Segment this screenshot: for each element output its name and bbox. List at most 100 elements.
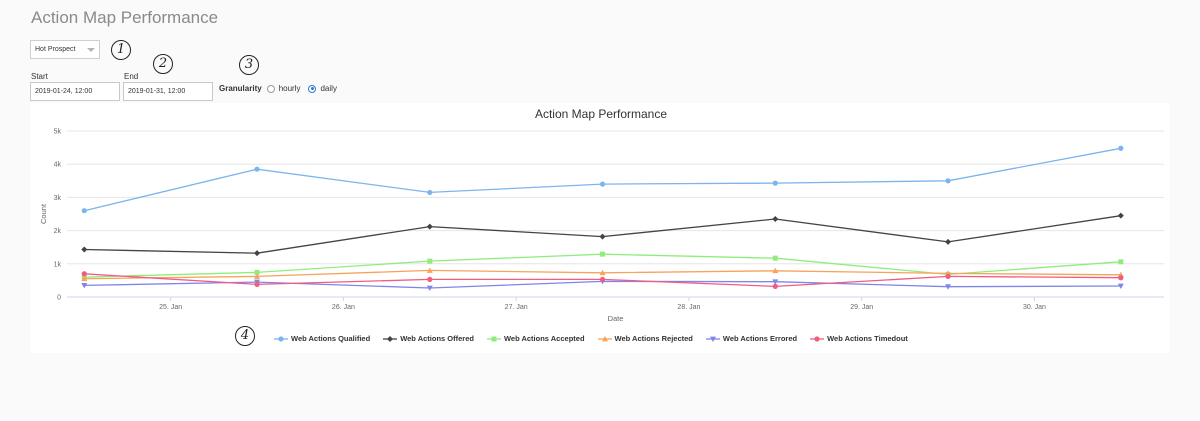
hourly-radio-label[interactable]: hourly <box>278 84 301 93</box>
chart-legend: Web Actions Qualified Web Actions Offered… <box>274 334 921 343</box>
data-point <box>1117 283 1124 290</box>
legend-marker <box>601 335 608 341</box>
page-title: Action Map Performance <box>31 8 219 27</box>
data-point <box>426 285 433 292</box>
x-tick-label: 25. Jan <box>159 304 182 311</box>
start-label: Start <box>31 72 48 81</box>
granularity-label: Granularity <box>219 84 262 93</box>
legend-label: Web Actions Accepted <box>503 334 585 343</box>
data-point <box>599 233 606 240</box>
annotation-marker-4: 4 <box>235 326 255 346</box>
data-point <box>772 215 779 222</box>
legend-label: Web Actions Qualified <box>291 334 371 343</box>
data-point <box>254 269 260 275</box>
legend-symbol <box>383 335 398 342</box>
series-web-actions-accepted <box>81 251 1124 280</box>
data-point <box>1118 259 1124 265</box>
data-point <box>254 250 261 257</box>
data-point <box>254 273 261 279</box>
data-point <box>1118 145 1124 151</box>
data-point <box>772 267 779 274</box>
legend-label: Web Actions Timedout <box>827 334 908 343</box>
data-point <box>599 269 606 276</box>
segment-dropdown[interactable]: Hot Prospect <box>30 40 100 59</box>
daily-radio[interactable] <box>308 84 317 93</box>
x-tick-label: 30. Jan <box>1023 304 1046 311</box>
annotation-marker-1: 1 <box>111 40 131 60</box>
legend-symbol <box>810 335 825 342</box>
y-tick-label: 0 <box>57 295 61 302</box>
data-point <box>254 166 260 172</box>
legend-item[interactable]: Web Actions Accepted <box>486 334 585 343</box>
data-point <box>81 271 87 277</box>
data-point <box>426 267 433 273</box>
data-point <box>81 275 88 282</box>
segment-dropdown-value: Hot Prospect <box>35 46 76 53</box>
series-web-actions-offered <box>81 212 1124 257</box>
y-tick-label: 3k <box>54 195 62 202</box>
legend-item[interactable]: Web Actions Timedout <box>810 334 908 343</box>
legend-symbol <box>705 336 720 342</box>
chart-title: Action Map Performance <box>535 107 667 121</box>
legend-label: Web Actions Errored <box>722 334 798 343</box>
granularity-group: Granularity hourly daily <box>219 84 345 93</box>
legend-marker <box>709 336 716 342</box>
daily-radio-label[interactable]: daily <box>320 84 337 93</box>
series-line <box>84 147 1121 212</box>
x-axis-title: Date <box>608 314 624 323</box>
data-point <box>81 208 87 214</box>
data-point <box>254 281 260 287</box>
legend-symbol <box>486 336 501 341</box>
y-tick-label: 5k <box>54 129 62 136</box>
legend-symbol <box>274 335 288 342</box>
series-web-actions-timedout <box>81 271 1124 289</box>
x-tick-label: 29. Jan <box>850 304 873 311</box>
data-point <box>945 238 952 245</box>
data-point <box>1118 275 1124 281</box>
data-point <box>81 282 88 289</box>
annotation-marker-2: 2 <box>153 54 173 74</box>
data-point <box>1117 212 1124 219</box>
legend-marker <box>491 336 497 341</box>
legend-marker <box>278 335 284 342</box>
performance-chart: Action Map Performance 0 1k 2k 3k 4k 5k 25. Jan… <box>39 107 1164 323</box>
legend-marker <box>814 335 820 342</box>
annotation-marker-3: 3 <box>239 55 259 75</box>
data-point <box>600 251 606 257</box>
y-tick-label: 4k <box>54 162 62 169</box>
x-tick-label: 26. Jan <box>332 304 355 311</box>
data-point <box>772 255 778 261</box>
data-point <box>772 279 779 285</box>
end-label: End <box>124 72 139 81</box>
x-tick-label: 28. Jan <box>677 304 700 311</box>
series-web-actions-qualified <box>81 145 1124 214</box>
y-axis-title: Count <box>39 203 48 224</box>
legend-marker <box>387 335 394 342</box>
chevron-down-icon <box>87 48 95 52</box>
x-tick-label: 27. Jan <box>505 304 528 311</box>
data-point <box>81 246 88 253</box>
data-point <box>427 258 433 264</box>
data-point <box>427 189 433 196</box>
legend-symbol <box>597 335 612 341</box>
data-point <box>945 273 951 280</box>
data-point <box>772 180 778 186</box>
data-point <box>772 283 778 289</box>
legend-item[interactable]: Web Actions Offered <box>383 334 474 343</box>
start-date-input[interactable] <box>30 82 120 101</box>
legend-item[interactable]: Web Actions Errored <box>705 334 798 343</box>
data-point <box>599 276 606 283</box>
data-point <box>945 178 951 184</box>
y-tick-label: 1k <box>54 261 62 268</box>
data-point <box>426 223 433 230</box>
data-point <box>599 181 606 187</box>
chart-panel: Action Map Performance 0 1k 2k 3k 4k 5k 25. Jan… <box>30 103 1170 353</box>
data-point <box>945 284 952 290</box>
data-point <box>427 276 433 283</box>
legend-item[interactable]: Web Actions Rejected <box>597 334 693 343</box>
y-tick-label: 2k <box>54 228 62 235</box>
hourly-radio[interactable] <box>266 84 275 93</box>
end-date-input[interactable] <box>123 82 213 101</box>
legend-label: Web Actions Rejected <box>614 334 693 343</box>
legend-item[interactable]: Web Actions Qualified <box>274 334 370 343</box>
